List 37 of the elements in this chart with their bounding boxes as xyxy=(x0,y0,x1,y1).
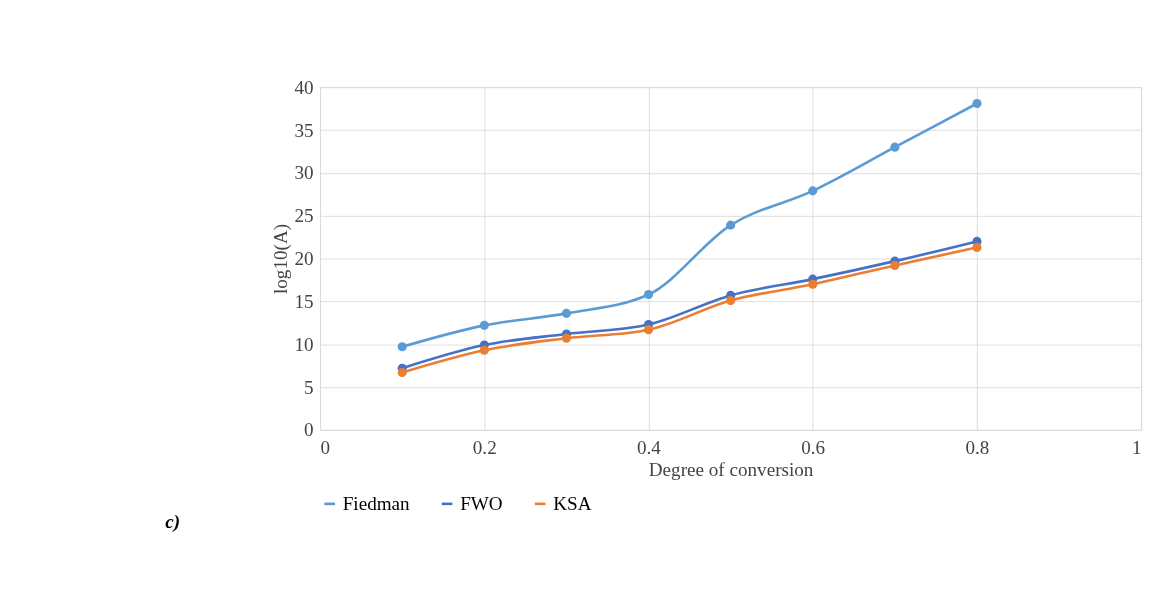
point xyxy=(972,242,982,252)
x-tick-label: 0.4 xyxy=(637,436,662,458)
point xyxy=(890,260,900,270)
point xyxy=(643,325,654,335)
point xyxy=(561,308,571,318)
y-tick-label: 5 xyxy=(304,376,314,398)
x-axis-title: Degree of conversion xyxy=(648,458,814,480)
point xyxy=(890,142,900,152)
x-tick-label: 0.2 xyxy=(472,436,497,458)
point xyxy=(561,333,571,343)
x-tick-label: 0.8 xyxy=(965,436,990,458)
point xyxy=(808,279,818,289)
y-tick-label: 30 xyxy=(294,162,314,184)
y-tick-label: 15 xyxy=(294,290,314,312)
point xyxy=(397,367,407,378)
point xyxy=(643,289,654,300)
x-tick-label: 0 xyxy=(320,436,331,458)
text: c) xyxy=(165,511,181,534)
y-tick-label: 10 xyxy=(294,333,314,355)
legend-label: KSA xyxy=(553,492,592,514)
x-tick-label: 0.6 xyxy=(801,436,826,458)
point xyxy=(479,320,489,330)
y-tick-label: 25 xyxy=(294,205,314,227)
point xyxy=(726,295,736,306)
y-axis-title: log10(A) xyxy=(269,223,292,295)
y-tick-label: 20 xyxy=(294,248,314,270)
point xyxy=(726,220,736,230)
point xyxy=(397,342,407,352)
y-tick-label: 35 xyxy=(294,119,314,141)
y-tick-label: 0 xyxy=(304,419,314,441)
point xyxy=(972,98,982,109)
x-tick-label: 1 xyxy=(1132,436,1142,458)
point xyxy=(479,345,489,355)
legend-label: FWO xyxy=(460,492,503,514)
point xyxy=(808,186,818,196)
legend-label: Fiedman xyxy=(342,492,411,514)
y-tick-label: 40 xyxy=(294,76,314,98)
